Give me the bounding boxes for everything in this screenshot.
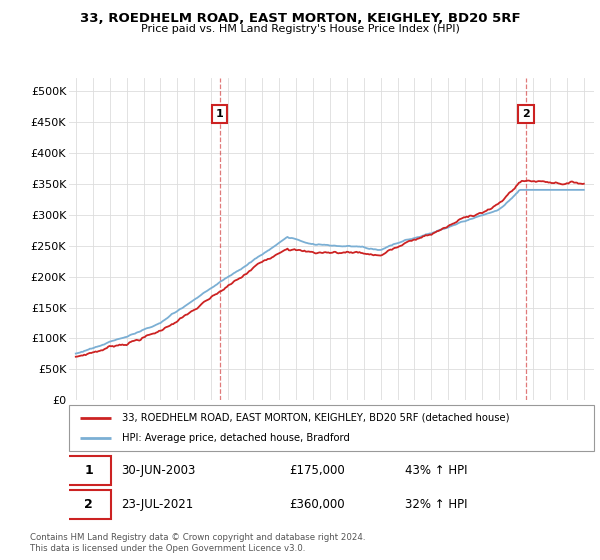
FancyBboxPatch shape bbox=[69, 405, 594, 451]
Text: HPI: Average price, detached house, Bradford: HPI: Average price, detached house, Brad… bbox=[121, 433, 349, 443]
Text: 30-JUN-2003: 30-JUN-2003 bbox=[121, 464, 196, 477]
Text: 33, ROEDHELM ROAD, EAST MORTON, KEIGHLEY, BD20 5RF (detached house): 33, ROEDHELM ROAD, EAST MORTON, KEIGHLEY… bbox=[121, 413, 509, 423]
Text: £175,000: £175,000 bbox=[290, 464, 345, 477]
FancyBboxPatch shape bbox=[67, 490, 111, 519]
Text: 2: 2 bbox=[522, 109, 530, 119]
Text: 1: 1 bbox=[85, 464, 93, 477]
Text: £360,000: £360,000 bbox=[290, 498, 345, 511]
Text: Contains HM Land Registry data © Crown copyright and database right 2024.
This d: Contains HM Land Registry data © Crown c… bbox=[30, 533, 365, 553]
Text: 43% ↑ HPI: 43% ↑ HPI bbox=[405, 464, 467, 477]
Text: 2: 2 bbox=[85, 498, 93, 511]
Text: 1: 1 bbox=[216, 109, 224, 119]
FancyBboxPatch shape bbox=[67, 456, 111, 484]
Text: 32% ↑ HPI: 32% ↑ HPI bbox=[405, 498, 467, 511]
Text: 33, ROEDHELM ROAD, EAST MORTON, KEIGHLEY, BD20 5RF: 33, ROEDHELM ROAD, EAST MORTON, KEIGHLEY… bbox=[80, 12, 520, 25]
Text: 23-JUL-2021: 23-JUL-2021 bbox=[121, 498, 194, 511]
Text: Price paid vs. HM Land Registry's House Price Index (HPI): Price paid vs. HM Land Registry's House … bbox=[140, 24, 460, 34]
